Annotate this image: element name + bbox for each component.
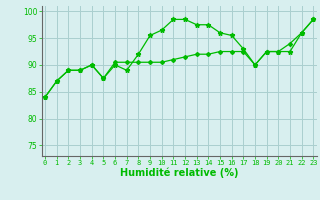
X-axis label: Humidité relative (%): Humidité relative (%): [120, 168, 238, 178]
